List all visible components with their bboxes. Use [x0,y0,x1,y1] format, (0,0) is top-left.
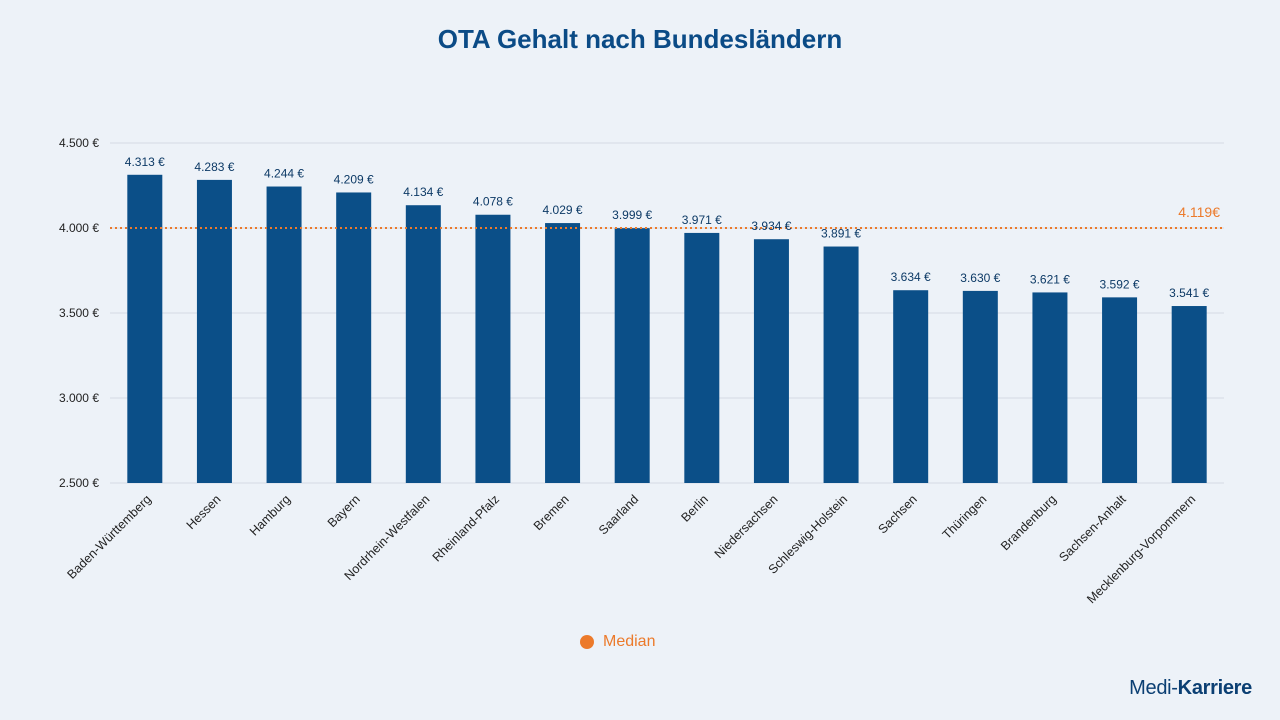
bar-value-label: 4.134 € [403,185,443,199]
brand-name-part1: Medi- [1129,677,1178,699]
y-tick-label: 4.000 € [59,221,99,235]
y-axis-tick-labels: 2.500 € 3.000 € 3.500 € 4.000 € 4.500 € [59,136,99,490]
bar [753,239,789,483]
bar [405,205,441,483]
bar-value-labels: 4.313 € 4.283 € 4.244 € 4.209 € 4.134 € 4.078… [125,155,1210,300]
bar-value-label: 3.541 € [1169,286,1209,300]
median-value-label: 4.119€ [1178,204,1220,220]
category-label: Saarland [596,492,641,537]
y-tick-label: 3.000 € [59,391,99,405]
bar-value-label: 4.209 € [334,172,374,186]
bar-value-label: 3.592 € [1100,277,1140,291]
category-label: Brandenburg [998,492,1059,553]
bar [1171,306,1207,483]
y-tick-label: 2.500 € [59,476,99,490]
bar-value-label: 3.971 € [682,213,722,227]
bar-value-label: 3.621 € [1030,272,1070,286]
bar [1032,292,1068,483]
category-label: Baden-Württemberg [64,492,154,582]
category-label: Berlin [678,492,711,525]
bar [196,179,232,483]
bar-value-label: 3.634 € [891,270,931,284]
bar [336,192,372,483]
median-line-group: 4.119€ [110,204,1224,229]
category-label: Rheinland-Pfalz [430,492,502,564]
bar [475,214,511,484]
bar-value-label: 4.313 € [125,155,165,169]
legend-median-marker [580,635,594,649]
category-label: Hessen [184,492,224,532]
y-tick-label: 4.500 € [59,136,99,150]
bar-value-label: 4.244 € [264,167,304,181]
bar-value-label: 3.934 € [751,219,791,233]
y-tick-label: 3.500 € [59,306,99,320]
category-label: Niedersachsen [712,492,781,561]
bar [1102,297,1138,483]
bar [545,223,581,483]
brand-name-part2: Karriere [1177,677,1253,699]
bar-value-label: 3.891 € [821,227,861,241]
category-label: Schleswig-Holstein [766,492,851,577]
legend-median-label: Median [603,633,656,650]
bar [684,232,720,483]
bar-value-label: 3.999 € [612,208,652,222]
category-label: Bayern [325,492,363,530]
bar-value-label: 4.283 € [194,160,234,174]
bar-value-label: 4.029 € [543,203,583,217]
bar-value-label: 3.630 € [960,271,1000,285]
x-axis-category-labels: Baden-Württemberg Hessen Hamburg BayernNord… [64,492,1198,606]
chart-title: OTA Gehalt nach Bundesländern [437,24,843,54]
bar [614,228,650,483]
bar-value-label: 4.078 € [473,195,513,209]
bars [127,174,1207,484]
bar [266,186,302,483]
bar [127,174,163,484]
category-label: Sachsen-Anhalt [1056,492,1129,565]
brand-logo: Medi-Karriere [1129,677,1252,700]
bar [893,290,929,483]
legend: Median [580,633,655,651]
category-label: Hamburg [247,492,293,538]
bar [962,290,998,483]
category-label: Bremen [531,492,572,533]
bar [823,246,859,483]
category-label: Sachsen [876,492,920,536]
category-label: Thüringen [940,492,990,542]
